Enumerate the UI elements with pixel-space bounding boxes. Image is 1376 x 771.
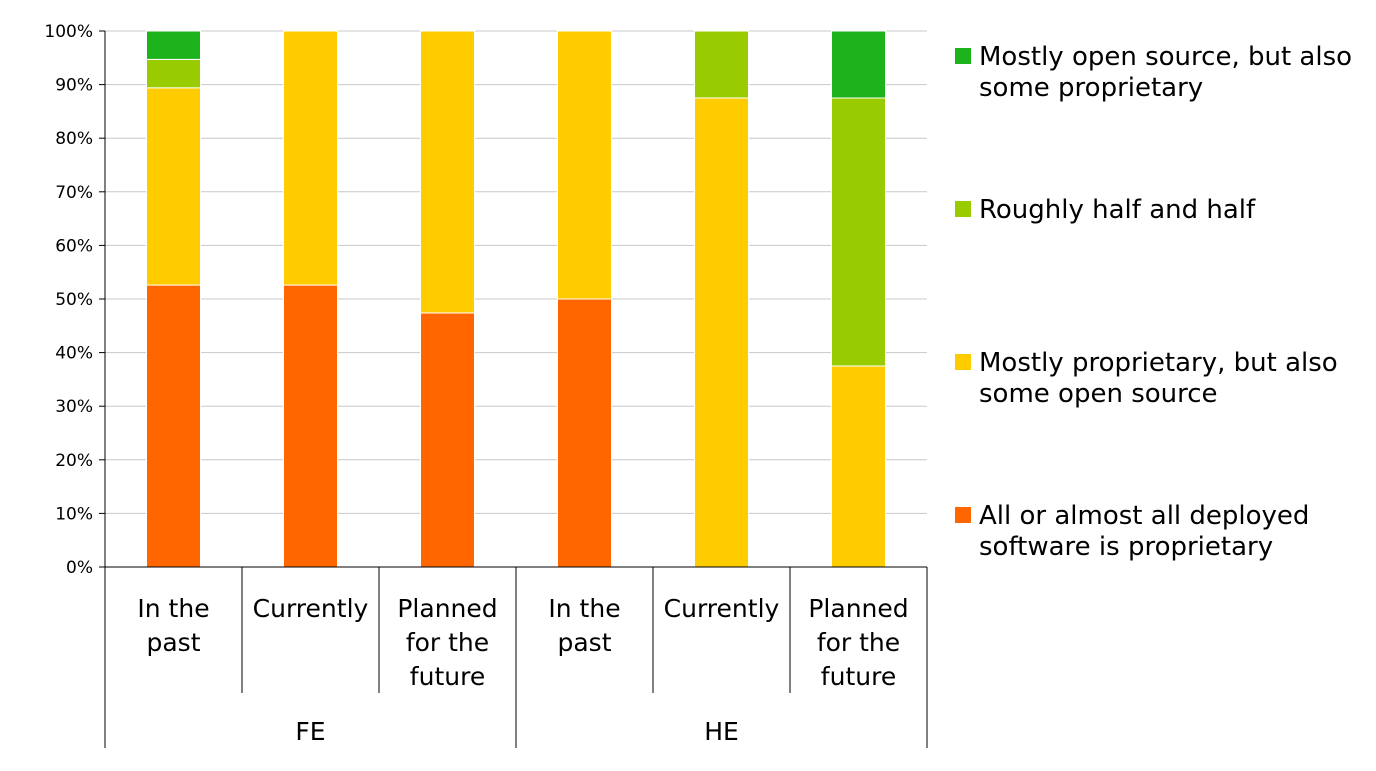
bar-segment xyxy=(420,30,475,314)
x-category-label: Planned for the future xyxy=(397,594,497,691)
legend-label-line: Roughly half and half xyxy=(979,195,1256,225)
legend-label-line: Mostly proprietary, but also xyxy=(979,348,1338,378)
bar-segment xyxy=(694,30,749,99)
bar-segment xyxy=(557,30,612,300)
bar-segment xyxy=(146,87,201,286)
x-category-label-line: Currently xyxy=(664,594,780,623)
x-category-label-line: In the xyxy=(548,594,620,623)
y-tick-label: 70% xyxy=(55,183,93,203)
x-category-label-line: past xyxy=(146,628,200,657)
x-category-label-line: In the xyxy=(137,594,209,623)
bar-segment xyxy=(146,58,201,89)
legend-label: Mostly open source, but also some proprie… xyxy=(979,42,1352,103)
x-group-label: HE xyxy=(704,717,739,746)
legend: Mostly open source, but also some proprie… xyxy=(955,42,1352,562)
y-tick-label: 90% xyxy=(55,76,93,96)
legend-swatch xyxy=(955,48,971,64)
legend-swatch xyxy=(955,201,971,217)
legend-label-line: some open source xyxy=(979,379,1218,409)
bar-segment xyxy=(420,312,475,568)
x-category-label-line: future xyxy=(410,662,485,691)
x-category-label-line: Planned xyxy=(808,594,908,623)
bar-segment xyxy=(831,365,886,568)
bar-segment xyxy=(146,284,201,568)
x-category-label: Currently xyxy=(664,594,780,623)
x-category-label-line: Currently xyxy=(253,594,369,623)
axes: 0% 10% 20% 30% 40% 50% 60% 70% 80% 90% 100% In the p… xyxy=(44,22,928,748)
legend-swatch xyxy=(955,507,971,523)
bar-segment xyxy=(694,97,749,568)
legend-label: Roughly half and half xyxy=(979,195,1256,225)
x-category-label-line: for the xyxy=(817,628,900,657)
legend-label: Mostly proprietary, but also some open so… xyxy=(979,348,1338,409)
bar-segment xyxy=(146,30,201,60)
x-category-label-line: future xyxy=(821,662,896,691)
gridlines xyxy=(105,30,927,514)
bars xyxy=(146,30,886,568)
legend-label-line: some proprietary xyxy=(979,73,1203,103)
x-category-label-line: Planned xyxy=(397,594,497,623)
x-category-label-line: for the xyxy=(406,628,489,657)
legend-label-line: software is proprietary xyxy=(979,532,1273,562)
bar-segment xyxy=(283,30,338,286)
x-category-label: In the past xyxy=(548,594,620,657)
x-category-label-line: past xyxy=(557,628,611,657)
y-tick-label: 20% xyxy=(55,451,93,471)
y-tick-label: 60% xyxy=(55,236,93,256)
y-tick-label: 10% xyxy=(55,504,93,524)
y-tick-label: 40% xyxy=(55,344,93,364)
y-tick-label: 80% xyxy=(55,129,93,149)
x-group-label: FE xyxy=(295,717,325,746)
x-category-label: In the past xyxy=(137,594,209,657)
y-tick-label: 0% xyxy=(66,558,93,578)
x-category-label: Currently xyxy=(253,594,369,623)
y-tick-label: 100% xyxy=(44,22,93,42)
legend-label-line: Mostly open source, but also xyxy=(979,42,1352,72)
y-tick-label: 50% xyxy=(55,290,93,310)
bar-segment xyxy=(831,30,886,99)
bar-segment xyxy=(557,298,612,568)
legend-label: All or almost all deployed software is pr… xyxy=(979,501,1309,562)
bar-segment xyxy=(831,97,886,367)
bar-segment xyxy=(283,284,338,568)
x-category-label: Planned for the future xyxy=(808,594,908,691)
legend-swatch xyxy=(955,354,971,370)
legend-label-line: All or almost all deployed xyxy=(979,501,1309,531)
y-tick-label: 30% xyxy=(55,397,93,417)
